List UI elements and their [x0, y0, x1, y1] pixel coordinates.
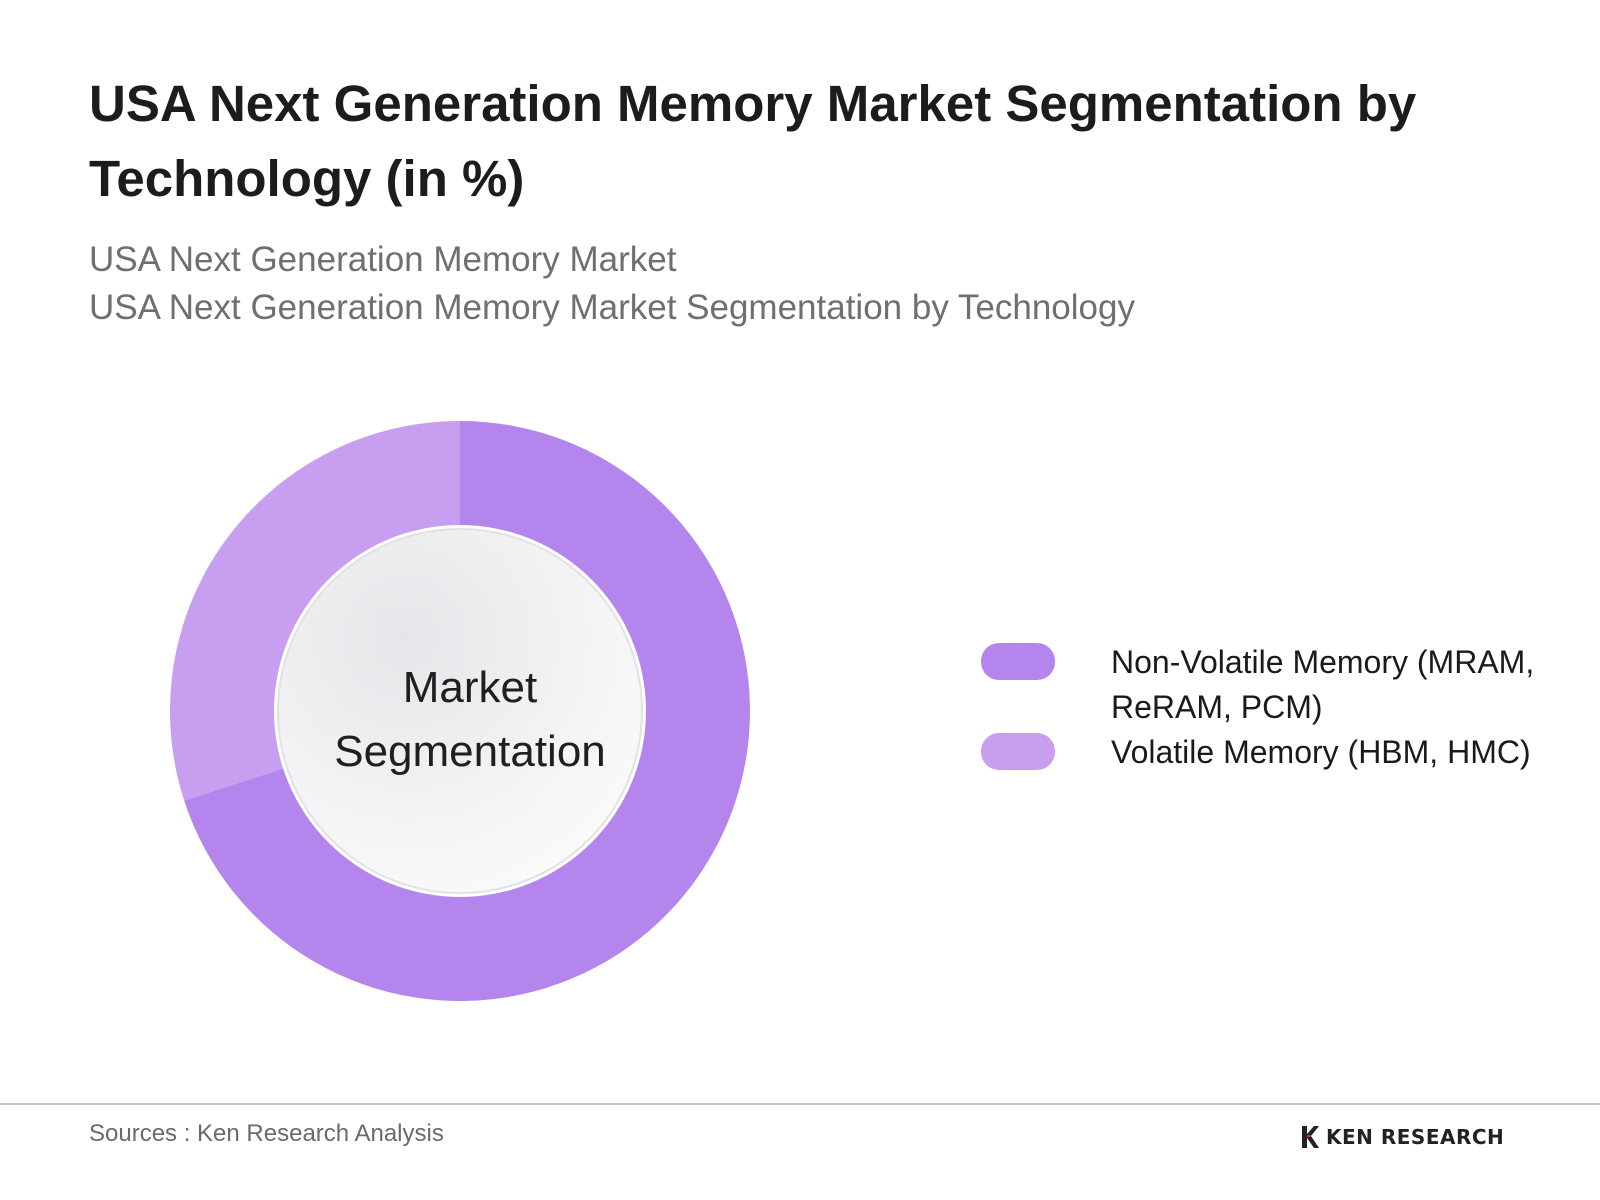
source-note: Sources : Ken Research Analysis — [89, 1120, 444, 1147]
chart-title: USA Next Generation Memory Market Segmen… — [89, 75, 1417, 207]
ken-research-logo-icon — [1302, 1126, 1319, 1148]
legend-label-volatile: Volatile Memory (HBM, HMC) — [1111, 734, 1531, 770]
chart-subtitle-market: USA Next Generation Memory Market — [89, 240, 677, 279]
chart-subtitle-segmentation: USA Next Generation Memory Market Segmen… — [89, 288, 1135, 327]
chart-legend: Non-Volatile Memory (MRAM, ReRAM, PCM) V… — [981, 640, 1581, 775]
legend-swatch-volatile — [981, 733, 1055, 770]
donut-chart: Market Segmentation — [160, 420, 780, 1040]
ken-research-logo-text: KEN RESEARCH — [1326, 1125, 1505, 1149]
donut-chart-svg — [169, 421, 750, 1001]
donut-center-label: Market Segmentation — [334, 663, 606, 776]
legend-swatch-non-volatile — [981, 643, 1055, 680]
footer-divider — [0, 1103, 1600, 1105]
donut-hole — [277, 528, 643, 894]
legend-label-non-volatile: Non-Volatile Memory (MRAM, ReRAM, PCM) — [1111, 644, 1535, 725]
legend-item-volatile: Volatile Memory (HBM, HMC) — [981, 730, 1581, 775]
legend-item-non-volatile: Non-Volatile Memory (MRAM, ReRAM, PCM) — [981, 640, 1581, 730]
ken-research-logo: KEN RESEARCH — [1300, 1122, 1504, 1152]
